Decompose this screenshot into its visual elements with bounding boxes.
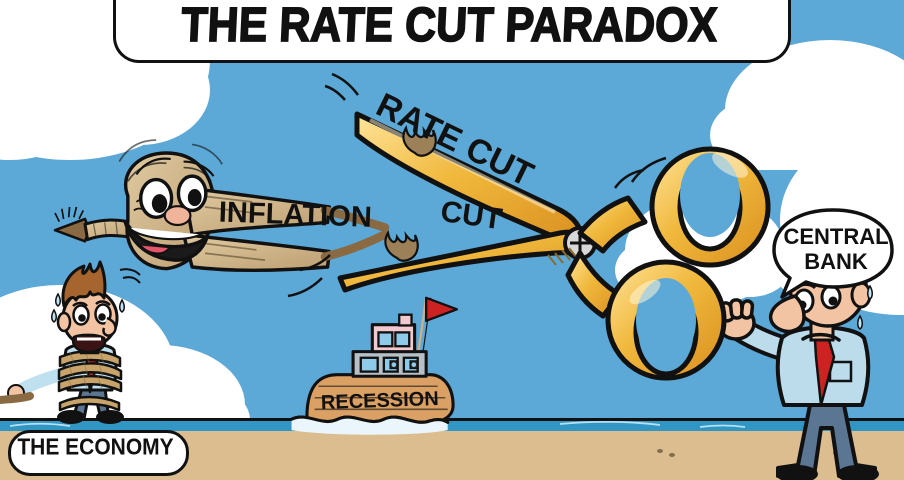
svg-text:BANK: BANK xyxy=(804,249,868,274)
